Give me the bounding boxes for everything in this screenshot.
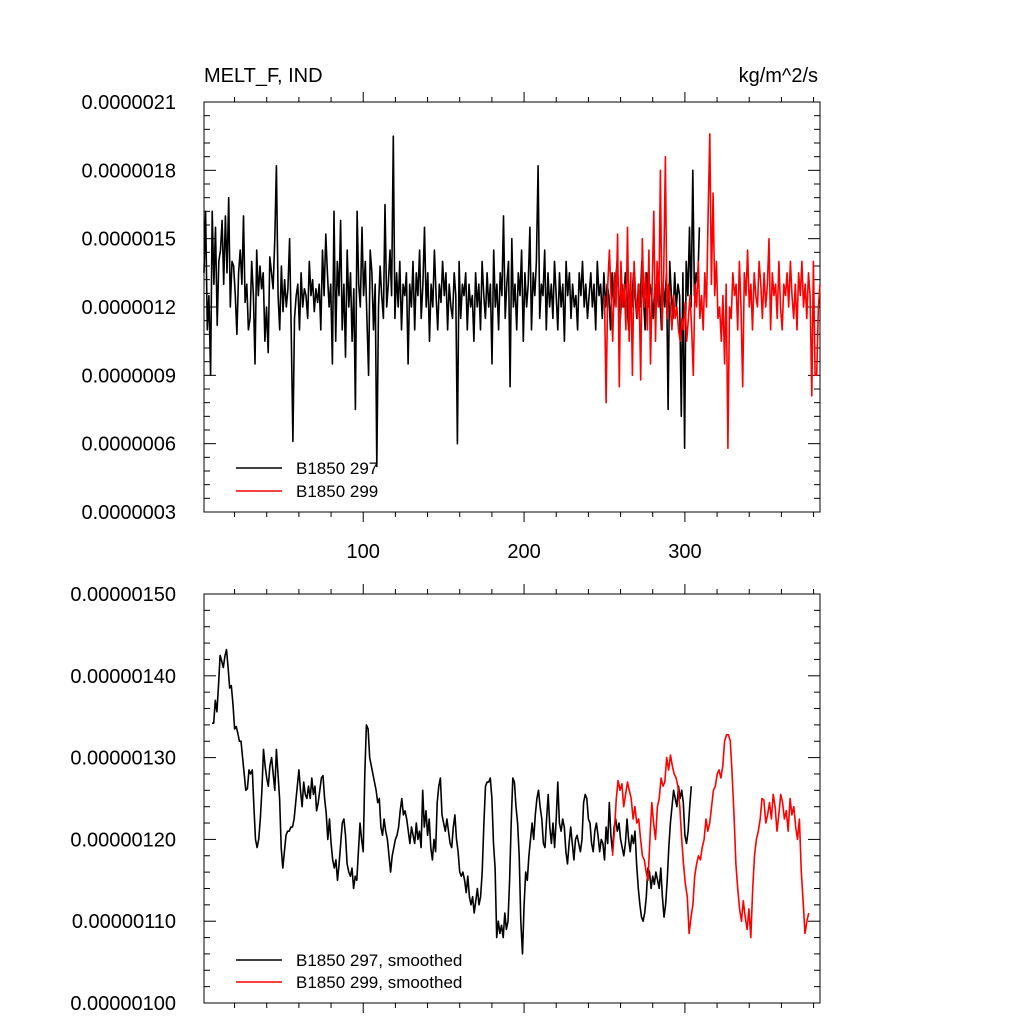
y-tick-label: 0.0000006 [81,434,176,456]
x-tick-label: 300 [668,541,701,563]
series-line [212,648,693,955]
y-tick-label: 0.00000130 [70,748,176,770]
legend-label: B1850 297 [296,459,378,478]
bottom-panel: 0.00000100 0.00000110 0.00000120 0.00000130… [70,584,821,1015]
y-tick-label: 0.0000021 [81,92,176,114]
x-tick-label: 100 [347,541,380,563]
y-tick-label: 0.00000120 [70,829,176,851]
plot-frame [203,593,821,1004]
plot-frame [203,101,821,513]
y-tick-label: 0.0000009 [81,365,176,387]
y-tick-label: 0.00000110 [72,911,176,933]
y-tick-label: 0.0000012 [81,297,176,319]
y-tick-label: 0.0000018 [81,160,176,182]
legend-label: B1850 299 [296,482,378,501]
top-panel: 0.0000003 0.0000006 0.0000009 0.0000012 0.00… [81,65,821,563]
y-tick-label: 0.00000140 [70,666,176,688]
legend-label: B1850 297, smoothed [296,951,462,970]
series-line [603,133,821,450]
x-tick-label: 200 [507,541,540,563]
series-line [611,733,810,939]
units-label: kg/m^2/s [739,65,818,87]
legend-label: B1850 299, smoothed [296,973,462,992]
y-tick-label: 0.0000015 [81,229,176,251]
y-tick-label: 0.0000003 [81,502,176,524]
y-tick-label: 0.00000100 [70,993,176,1015]
y-tick-label: 0.00000150 [70,584,176,606]
chart-title: MELT_F, IND [204,65,323,87]
